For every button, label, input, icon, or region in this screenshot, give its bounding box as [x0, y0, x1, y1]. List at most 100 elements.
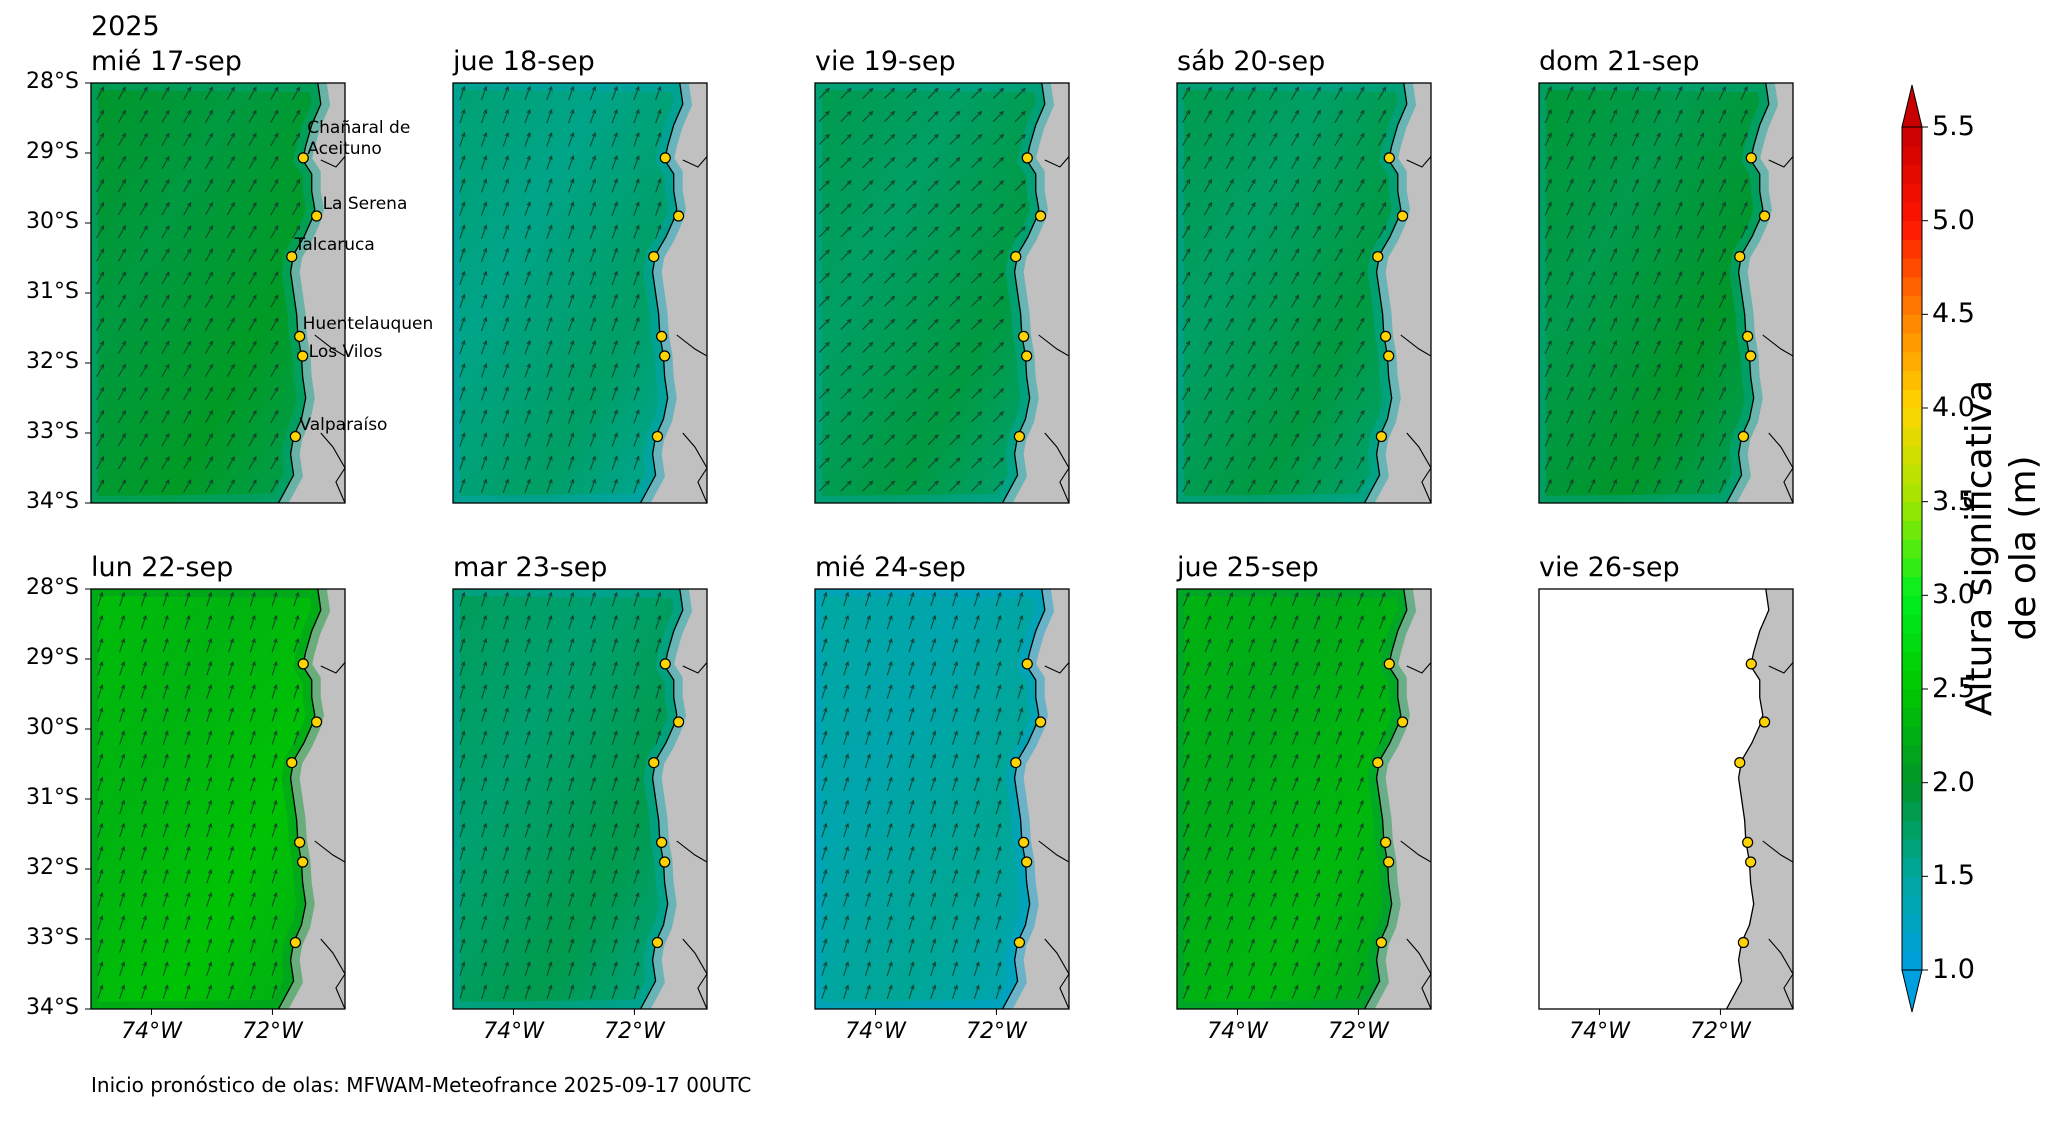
- region-border: [682, 662, 707, 674]
- map-panel: [90, 588, 346, 1010]
- wave-height-field: [91, 589, 321, 1009]
- station-marker: [651, 936, 664, 949]
- lon-tick-label: 72°W: [242, 1019, 303, 1044]
- station-marker: [289, 936, 302, 949]
- map-panel: [90, 82, 346, 504]
- region-border: [682, 432, 707, 503]
- wave-height-field: [453, 589, 683, 1009]
- map-panel: [1538, 82, 1794, 504]
- station-label: Los Vilos: [308, 342, 383, 362]
- panel-frame: [452, 82, 708, 504]
- lat-tick-label: 31°S: [26, 785, 79, 810]
- station-marker: [1021, 658, 1033, 670]
- lon-tick-label: 74°W: [1207, 1019, 1268, 1044]
- station-marker: [1734, 756, 1746, 769]
- region-border: [1044, 432, 1069, 503]
- station-marker: [659, 658, 671, 670]
- lat-tick-label: 34°S: [26, 489, 79, 514]
- wave-direction-arrows: [96, 86, 301, 493]
- station-marker: [1745, 658, 1757, 670]
- wave-direction-arrows: [1182, 591, 1386, 999]
- colorbar-tick-label: 2.5: [1932, 673, 1975, 704]
- wave-height-field: [1177, 83, 1407, 503]
- station-label: Talcaruca: [294, 234, 375, 255]
- colorbar-title: Altura significativa de ola (m): [1959, 379, 2044, 717]
- station-marker: [656, 330, 668, 342]
- region-border: [682, 938, 707, 1009]
- station-marker: [651, 430, 664, 443]
- colorbar-tick-label: 4.0: [1932, 392, 1975, 423]
- region-border: [1038, 840, 1069, 863]
- panel-frame: [1176, 588, 1432, 1010]
- wave-height-field: [815, 589, 1045, 1009]
- station-marker: [648, 756, 660, 769]
- station-marker: [659, 350, 671, 362]
- station-marker: [310, 716, 323, 728]
- panel-frame: [1538, 82, 1794, 504]
- region-border: [1406, 156, 1431, 168]
- panel-frame: [1176, 82, 1432, 504]
- region-border: [1762, 334, 1793, 357]
- panel-frame: [452, 588, 708, 1010]
- panel-date-title: vie 26-sep: [1539, 552, 1680, 583]
- lon-tick-label: 74°W: [1569, 1019, 1630, 1044]
- wave-height-field: [1539, 83, 1769, 503]
- station-marker: [1742, 836, 1754, 849]
- station-marker: [289, 430, 302, 443]
- colorbar-tick-label: 5.5: [1932, 111, 1975, 142]
- region-border: [1768, 938, 1793, 1009]
- panel-frame: [814, 588, 1070, 1010]
- lat-tick-label: 29°S: [26, 645, 79, 670]
- station-marker: [1737, 430, 1750, 443]
- region-border: [682, 156, 707, 168]
- station-label: Valparaíso: [299, 414, 388, 435]
- station-marker: [1745, 856, 1757, 868]
- panel-frame: [814, 82, 1070, 504]
- no-data-ocean: [1539, 589, 1769, 1009]
- panel-date-title: mié 17-sep: [91, 46, 242, 77]
- colorbar-tick-label: 4.5: [1932, 298, 1975, 330]
- station-marker: [1737, 936, 1750, 949]
- colorbar-tick-label: 2.0: [1932, 766, 1975, 798]
- station-marker: [1745, 350, 1757, 362]
- region-border: [1406, 938, 1431, 1009]
- colorbar-extend-min: [1901, 969, 1923, 1013]
- wave-height-field: [91, 83, 321, 503]
- region-border: [1038, 334, 1069, 357]
- lat-tick-label: 30°S: [26, 715, 79, 740]
- region-border: [1400, 840, 1431, 863]
- station-label: La Serena: [322, 194, 408, 214]
- wave-direction-arrows: [818, 87, 1026, 492]
- station-label: Chañaral de Aceituno: [307, 117, 411, 159]
- wave-direction-arrows: [1544, 86, 1748, 493]
- station-marker: [1034, 716, 1047, 728]
- station-marker: [1396, 716, 1409, 728]
- lon-tick-label: 72°W: [966, 1019, 1027, 1044]
- wave-height-field: [1177, 589, 1407, 1009]
- region-border: [676, 334, 707, 357]
- region-border: [1400, 334, 1431, 357]
- region-border: [314, 840, 345, 863]
- colorbar-tick-label: 5.0: [1932, 204, 1975, 236]
- region-border: [320, 156, 345, 168]
- panel-date-title: jue 25-sep: [1177, 552, 1319, 583]
- station-marker: [1380, 330, 1392, 342]
- lat-tick-label: 30°S: [26, 209, 79, 234]
- wave-direction-arrows: [821, 591, 1024, 1000]
- lat-tick-label: 31°S: [26, 279, 79, 304]
- station-marker: [297, 350, 309, 362]
- station-marker: [1396, 210, 1409, 222]
- station-marker: [1383, 152, 1395, 164]
- region-border: [1768, 156, 1793, 168]
- colorbar-tick-label: 3.5: [1932, 485, 1975, 517]
- station-marker: [1745, 152, 1757, 164]
- year-label: 2025: [91, 11, 160, 42]
- region-border: [1768, 662, 1793, 674]
- lon-tick-label: 74°W: [845, 1019, 906, 1044]
- wave-direction-arrows: [459, 591, 662, 1000]
- region-border: [1406, 662, 1431, 674]
- station-marker: [1734, 251, 1746, 263]
- colorbar-tick-label: 1.5: [1932, 860, 1975, 892]
- lat-tick-label: 28°S: [26, 69, 79, 94]
